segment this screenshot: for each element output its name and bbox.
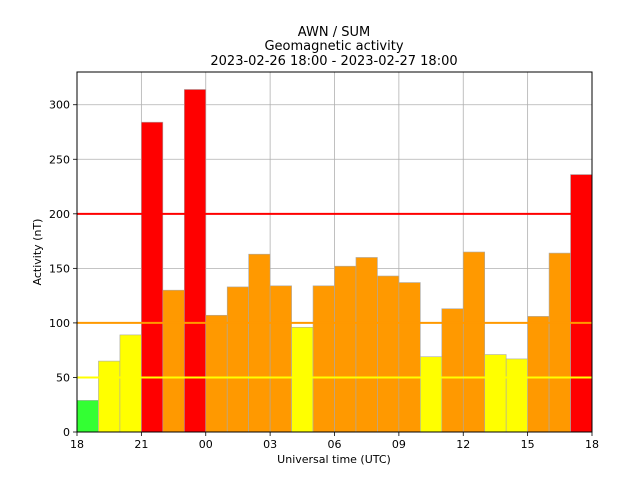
bar — [291, 326, 314, 433]
bar — [312, 285, 335, 433]
threshold-lines — [77, 212, 592, 379]
bar — [505, 358, 528, 433]
bar — [441, 308, 464, 433]
x-tick-label: 06 — [328, 438, 342, 451]
bar — [248, 253, 271, 433]
bar — [398, 282, 421, 433]
bar — [141, 121, 164, 433]
y-tick-label: 150 — [49, 262, 70, 275]
x-tick-label: 15 — [521, 438, 535, 451]
y-tick-label: 300 — [49, 99, 70, 112]
chart-title-line-3: 2023-02-26 18:00 - 2023-02-27 18:00 — [210, 54, 457, 69]
x-tick-label: 18 — [585, 438, 599, 451]
bar — [548, 252, 571, 433]
bar — [377, 275, 400, 433]
x-tick-label: 12 — [456, 438, 470, 451]
y-axis-ticks: 0 50 100 150 200 250 300 — [49, 99, 77, 439]
y-axis-label: Activity (nT) — [31, 219, 44, 286]
x-tick-label: 18 — [70, 438, 84, 451]
bar — [205, 314, 228, 433]
bar — [334, 265, 357, 433]
bar — [98, 360, 121, 433]
bar — [226, 286, 249, 433]
x-tick-label: 21 — [134, 438, 148, 451]
bar — [462, 251, 486, 433]
bar — [420, 356, 443, 433]
x-axis-label: Universal time (UTC) — [277, 453, 391, 466]
bar — [119, 334, 142, 433]
bar — [76, 400, 99, 433]
chart-title-line-1: AWN / SUM — [298, 25, 370, 40]
y-tick-label: 0 — [63, 426, 70, 439]
x-tick-label: 09 — [392, 438, 406, 451]
x-tick-label: 00 — [199, 438, 213, 451]
chart-title-line-2: Geomagnetic activity — [264, 39, 403, 54]
x-axis-ticks: 18 21 00 03 06 09 12 15 18 — [70, 432, 599, 451]
bar — [162, 289, 185, 433]
y-tick-label: 50 — [56, 371, 70, 384]
x-tick-label: 03 — [263, 438, 277, 451]
bar — [183, 89, 207, 433]
y-tick-label: 200 — [49, 208, 70, 221]
y-tick-label: 250 — [49, 153, 70, 166]
bar — [527, 316, 550, 433]
bar — [269, 285, 292, 433]
bar — [484, 354, 507, 433]
y-tick-label: 100 — [49, 317, 70, 330]
bar — [355, 257, 378, 433]
